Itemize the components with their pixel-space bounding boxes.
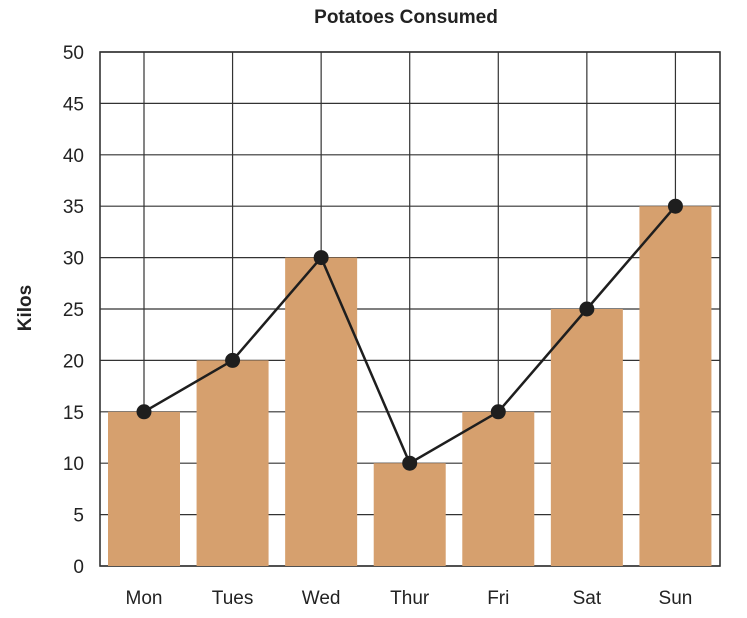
y-tick-label: 35: [63, 197, 84, 218]
x-tick-labels: Mon Tues Wed Thur Fri Sat Sun: [126, 588, 693, 609]
point-sun: [667, 198, 683, 214]
bar-tues: [196, 360, 269, 566]
y-tick-label: 10: [63, 454, 84, 475]
x-tick-label: Tues: [212, 588, 254, 609]
bar-mon: [108, 411, 180, 566]
point-wed: [313, 250, 329, 266]
y-tick-label: 15: [63, 403, 84, 424]
x-tick-label: Fri: [487, 588, 509, 609]
y-tick-label: 20: [63, 351, 84, 372]
point-mon: [136, 404, 152, 420]
bars: [108, 206, 712, 566]
bar-thur: [373, 463, 446, 566]
point-sat: [579, 301, 595, 317]
y-axis-label: Kilos: [15, 285, 36, 331]
y-tick-label: 0: [73, 557, 84, 578]
y-tick-label: 25: [63, 300, 84, 321]
bar-sun: [639, 206, 712, 566]
point-tues: [225, 352, 241, 368]
y-tick-label: 30: [63, 249, 84, 270]
x-tick-label: Mon: [126, 588, 163, 609]
y-tick-label: 50: [63, 43, 84, 64]
y-tick-label: 5: [73, 506, 84, 527]
x-tick-label: Thur: [390, 588, 430, 609]
x-tick-label: Wed: [302, 588, 341, 609]
line-series: [136, 198, 683, 471]
point-thur: [402, 455, 418, 471]
point-fri: [490, 404, 506, 420]
bar-wed: [285, 257, 358, 566]
chart-title: Potatoes Consumed: [314, 7, 498, 28]
x-tick-label: Sun: [659, 588, 693, 609]
y-tick-labels: 0 5 10 15 20 25 30 35 40 45 50: [63, 43, 84, 578]
bar-sat: [550, 309, 623, 566]
bar-fri: [462, 411, 535, 566]
y-tick-label: 40: [63, 146, 84, 167]
x-tick-label: Sat: [573, 588, 602, 609]
y-tick-label: 45: [63, 94, 84, 115]
